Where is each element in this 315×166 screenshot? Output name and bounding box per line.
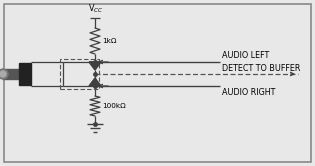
Circle shape <box>0 69 8 79</box>
Text: 100kΩ: 100kΩ <box>102 103 126 109</box>
Bar <box>19 63 31 85</box>
Text: DETECT TO BUFFER: DETECT TO BUFFER <box>222 64 301 73</box>
Text: V$_{CC}$: V$_{CC}$ <box>88 2 104 15</box>
Circle shape <box>0 71 6 77</box>
Text: AUDIO RIGHT: AUDIO RIGHT <box>222 88 275 97</box>
Bar <box>60 59 99 89</box>
Text: AUDIO LEFT: AUDIO LEFT <box>222 51 269 60</box>
Polygon shape <box>89 62 101 70</box>
Bar <box>3 69 22 79</box>
Polygon shape <box>89 78 101 86</box>
Text: 1kΩ: 1kΩ <box>102 38 117 44</box>
